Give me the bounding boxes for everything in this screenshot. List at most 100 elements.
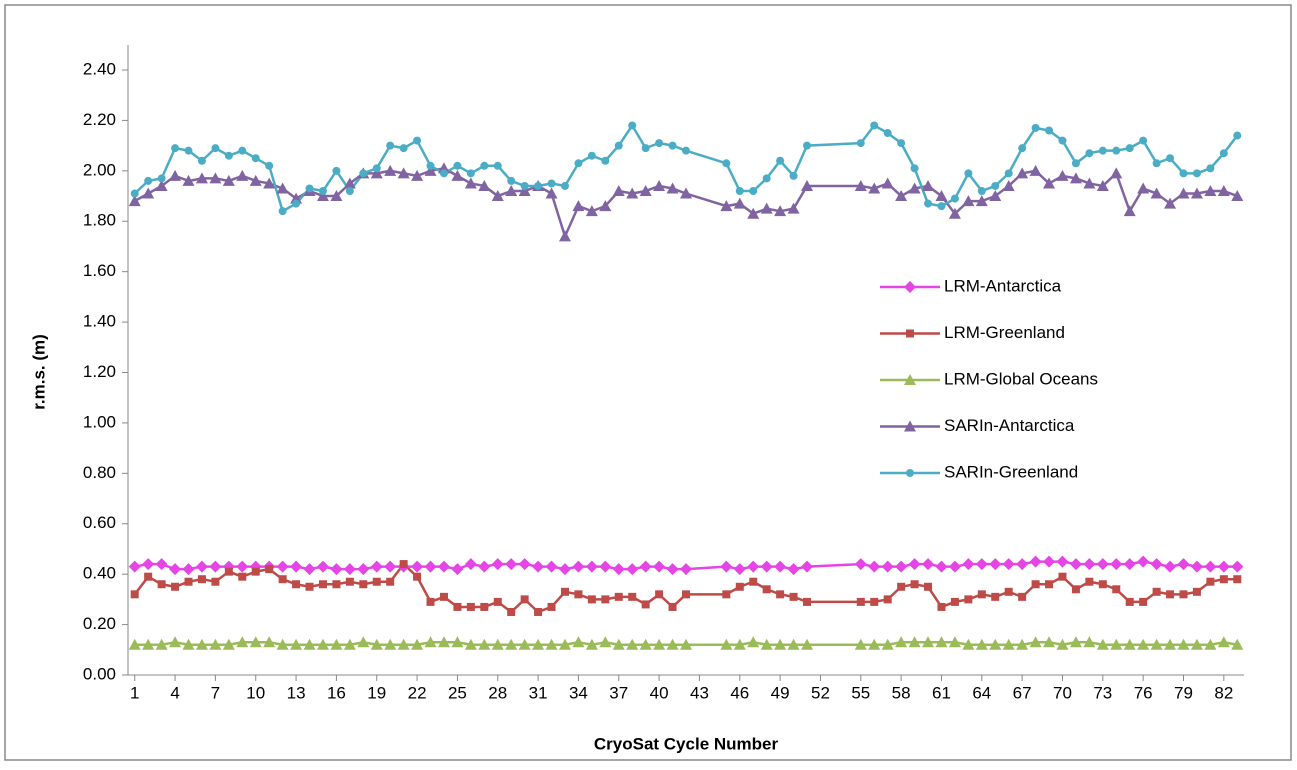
marker [1004,587,1013,596]
marker [142,638,155,650]
marker [142,558,155,571]
marker [868,182,881,194]
marker [478,560,491,573]
marker [558,563,571,576]
marker [560,181,569,190]
marker [1177,558,1190,571]
marker [1150,558,1163,571]
marker [278,207,287,216]
marker [372,577,381,586]
y-tick-label: 0.80 [83,463,116,482]
marker [787,638,800,650]
marker [532,560,545,573]
marker [411,169,424,181]
marker [290,638,303,650]
y-tick-label: 2.00 [83,160,116,179]
marker [801,638,814,650]
marker [747,636,760,648]
marker [534,181,543,190]
marker [505,638,518,650]
marker [747,207,760,219]
marker [1164,560,1177,573]
marker [359,580,368,589]
marker [493,597,502,606]
marker [1029,636,1042,648]
marker [182,174,195,186]
marker [318,580,327,589]
x-axis-label: CryoSat Cycle Number [594,734,779,753]
y-tick-label: 0.40 [83,564,116,583]
marker [1096,179,1109,191]
marker [195,560,208,573]
marker [130,189,139,198]
x-tick-label: 82 [1214,683,1233,702]
y-tick-label: 1.60 [83,261,116,280]
marker [666,563,679,576]
marker [599,636,612,648]
marker [1150,638,1163,650]
marker [789,592,798,601]
marker [574,159,583,168]
marker [437,560,450,573]
marker [747,560,760,573]
y-axis-label: r.m.s. (m) [29,334,48,410]
marker [964,169,973,178]
marker [265,565,274,574]
marker [558,638,571,650]
marker [803,141,812,150]
marker [397,638,410,650]
marker [238,146,247,155]
marker [1152,159,1161,168]
marker [303,563,316,576]
marker [209,638,222,650]
marker [144,572,153,581]
marker [1069,636,1082,648]
marker [975,638,988,650]
marker [1043,177,1056,189]
marker [1217,185,1230,196]
x-tick-label: 61 [932,683,951,702]
marker [989,190,1002,202]
marker [1206,164,1215,173]
marker [384,560,397,573]
marker [1139,136,1148,145]
marker [426,161,435,170]
marker [386,141,395,150]
marker [922,558,935,571]
marker [453,161,462,170]
marker [276,560,289,573]
x-tick-label: 25 [448,683,467,702]
marker [195,172,208,184]
marker [157,580,166,589]
marker [585,205,598,217]
marker [801,179,814,191]
marker [128,195,141,207]
marker [666,638,679,650]
marker [343,563,356,576]
marker [480,161,489,170]
marker [572,636,585,648]
legend-label: LRM-Global Oceans [944,369,1098,388]
marker [276,638,289,650]
marker [478,638,491,650]
marker [722,590,731,599]
marker [1204,185,1217,196]
marker [1031,123,1040,132]
marker [774,205,787,217]
marker [628,121,637,130]
marker [935,190,948,202]
marker [480,602,489,611]
marker [1166,590,1175,599]
marker [276,182,289,194]
chart-frame [4,4,1292,761]
marker [545,560,558,573]
marker [171,144,180,153]
marker [534,607,543,616]
y-tick-label: 2.20 [83,110,116,129]
marker [316,638,329,650]
marker [345,577,354,586]
marker [599,200,612,212]
marker [585,638,598,650]
marker [641,144,650,153]
